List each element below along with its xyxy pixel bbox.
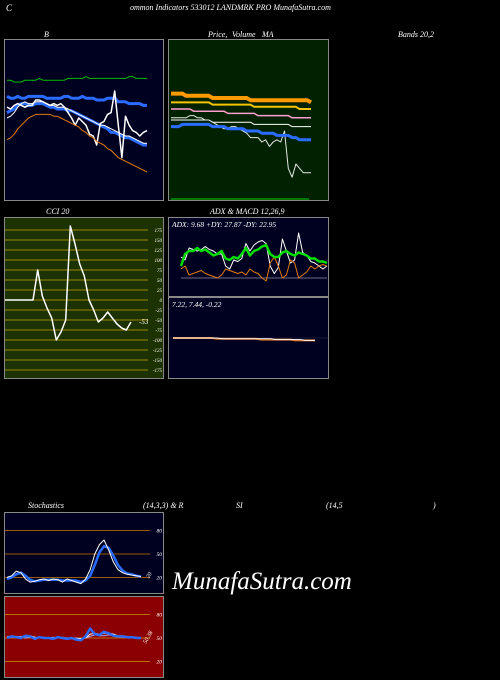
rsi-label: SI xyxy=(236,501,243,510)
adx-values: ADX: 9.68 +DY: 27.87 -DY: 22.95 xyxy=(172,220,277,229)
bollinger-lower-line xyxy=(6,113,148,173)
price-ma-pink-line xyxy=(171,108,311,119)
cci-tick-label: -25 xyxy=(155,309,162,314)
bollinger-sma-line xyxy=(6,101,147,144)
plus-di-line xyxy=(180,232,328,274)
cci-tick-label: 0 xyxy=(160,299,163,304)
page-title: ommon Indicators 533012 LANDMRK PRO Muna… xyxy=(130,3,331,12)
bollinger-label: B xyxy=(44,30,49,39)
cci-tick-label: 175 xyxy=(155,229,163,234)
cci-tick-label: -125 xyxy=(153,349,163,354)
ma-label: MA xyxy=(262,30,274,39)
cci-tick-label: 100 xyxy=(155,259,163,264)
bollinger-chart xyxy=(4,39,164,201)
price-ma-svg xyxy=(171,91,313,200)
macd-line xyxy=(173,337,315,341)
header-c-letter: C xyxy=(6,3,13,13)
cci-tick-label: -175 xyxy=(153,369,163,374)
cci-line xyxy=(5,225,132,341)
rsi-tick-label: 20 xyxy=(157,659,163,665)
cci-label: CCI 20 xyxy=(46,207,70,216)
adx-line xyxy=(179,243,328,267)
cci-tick-label: 25 xyxy=(157,289,163,294)
cci-tick-label: 75 xyxy=(157,269,163,274)
cci-tick-label: -100 xyxy=(153,339,163,344)
stochastics-chart: 80 50 20 20 xyxy=(4,512,164,594)
cci-tick-label: 125 xyxy=(155,249,163,254)
adx-macd-label: ADX & MACD 12,26,9 xyxy=(210,207,285,216)
bands-label: Bands 20,2 xyxy=(398,30,434,39)
bollinger-mid-upper-line xyxy=(6,94,147,107)
watermark: MunafaSutra.com xyxy=(172,568,352,595)
price-ma-blue-line xyxy=(171,122,311,142)
rsi-params: (14,5 xyxy=(326,501,343,510)
cci-tick-label: -50 xyxy=(155,319,162,324)
bollinger-mid-lower-line xyxy=(6,102,147,147)
cci-tick-label: -150 xyxy=(153,359,163,364)
stochastics-d-line xyxy=(6,544,142,584)
minus-di-line xyxy=(180,256,328,282)
macd-svg xyxy=(169,337,330,342)
cci-last-value: -53 xyxy=(139,318,149,326)
rsi-line xyxy=(6,627,141,642)
rsi-tick-label: 50 xyxy=(157,636,163,642)
stochastics-k-line xyxy=(6,539,142,585)
rsi-params-close: ) xyxy=(433,501,436,510)
cci-tick-label: 50 xyxy=(157,279,163,284)
bollinger-upper-line xyxy=(7,76,147,83)
price-ma-label: Price, xyxy=(208,30,228,39)
adx-svg xyxy=(179,232,328,282)
stochastics-tick-label: 80 xyxy=(157,529,163,535)
stochastics-tick-label: 20 xyxy=(157,575,163,581)
price-ma-white-line xyxy=(171,119,311,128)
cci-chart: 175 150 125 100 75 50 25 0 -25 -50 -75 -100 -125 -150… xyxy=(4,217,164,379)
volume-overlay-label: Volume xyxy=(232,30,256,39)
rsi-tick-label: 80 xyxy=(157,613,163,619)
price-ma-chart xyxy=(168,39,329,201)
rsi-chart: 80 50 20 50.38 xyxy=(4,596,164,678)
rsi-last-value: 50.38 xyxy=(143,630,155,645)
stochastics-tick-label: 50 xyxy=(157,552,163,558)
macd-values: 7.22, 7.44, -0.22 xyxy=(172,300,222,309)
stochastics-label: Stochastics xyxy=(28,501,64,510)
bollinger-price-line xyxy=(6,90,148,159)
macd-chart: 7.22, 7.44, -0.22 xyxy=(168,297,330,379)
price-ma-yellow-line xyxy=(171,101,311,110)
stochastics-last-value: 20 xyxy=(146,571,154,579)
cci-tick-label: -75 xyxy=(155,329,162,334)
stochastics-params: (14,3,3) & R xyxy=(143,501,184,510)
adx-chart: ADX: 9.68 +DY: 27.87 -DY: 22.95 xyxy=(168,217,329,297)
cci-tick-label: 150 xyxy=(155,239,163,244)
rsi-svg: 80 50 20 50.38 xyxy=(5,613,163,665)
price-ma-orange-line xyxy=(171,91,313,105)
cci-svg: 175 150 125 100 75 50 25 0 -25 -50 -75 -100 -125 -150… xyxy=(5,225,163,374)
bollinger-svg xyxy=(6,76,148,173)
